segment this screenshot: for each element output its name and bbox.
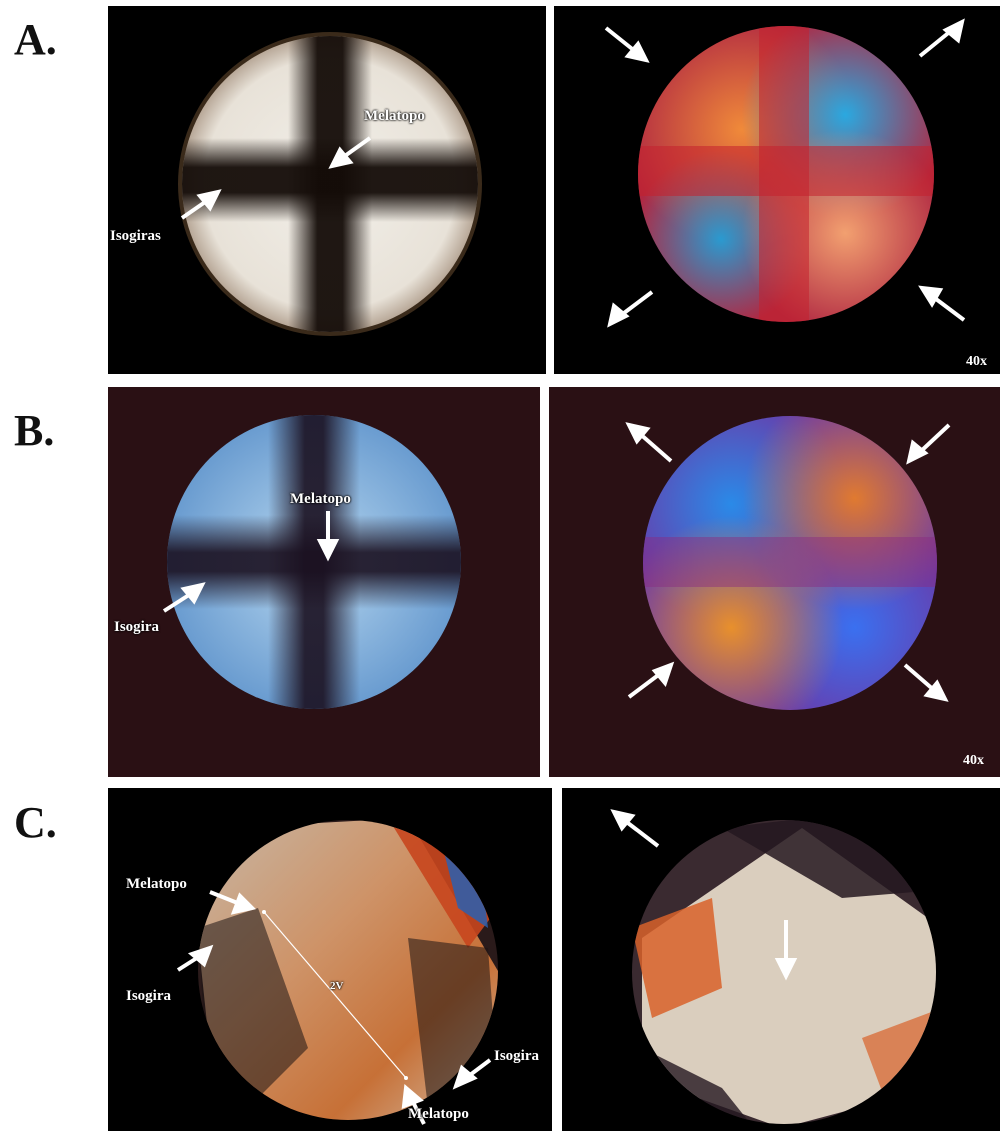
interference-figure-a-right: [604, 18, 966, 328]
biaxial-figure-c-right: [610, 809, 936, 1124]
row-label-b: B.: [14, 406, 55, 455]
panel-a-right: 40x: [554, 6, 1000, 374]
magnification-label: 40x: [963, 753, 984, 768]
isogira-label: Isogiras: [110, 228, 161, 244]
row-label-c: C.: [14, 798, 57, 847]
panel-b-left: Melatopo Isogira: [108, 387, 540, 777]
two-v-label: 2V: [330, 980, 344, 992]
isogira-left-label: Isogira: [126, 988, 171, 1004]
panel-b-right: 40x: [549, 387, 1000, 777]
magnification-label: 40x: [966, 354, 987, 369]
melatopo-label: Melatopo: [290, 491, 351, 507]
melatopo-top-label: Melatopo: [126, 876, 187, 892]
panel-c-right: [562, 788, 1000, 1131]
biaxial-figure-c-left: [176, 820, 498, 1125]
interference-figure-b-right: [625, 416, 951, 710]
melatopo-label: Melatopo: [364, 108, 425, 124]
isogyre-image-b-left: [162, 415, 461, 709]
panel-c-left: Melatopo Isogira 2V Isogira Melatopo: [108, 788, 552, 1131]
isogyre-image-a-left: [178, 32, 482, 336]
melatopo-bottom-label: Melatopo: [408, 1106, 469, 1122]
isogira-right-label: Isogira: [494, 1048, 539, 1064]
row-label-a: A.: [14, 15, 57, 64]
isogira-label: Isogira: [114, 619, 159, 635]
panel-a-left: Melatopo Isogiras: [108, 6, 546, 374]
